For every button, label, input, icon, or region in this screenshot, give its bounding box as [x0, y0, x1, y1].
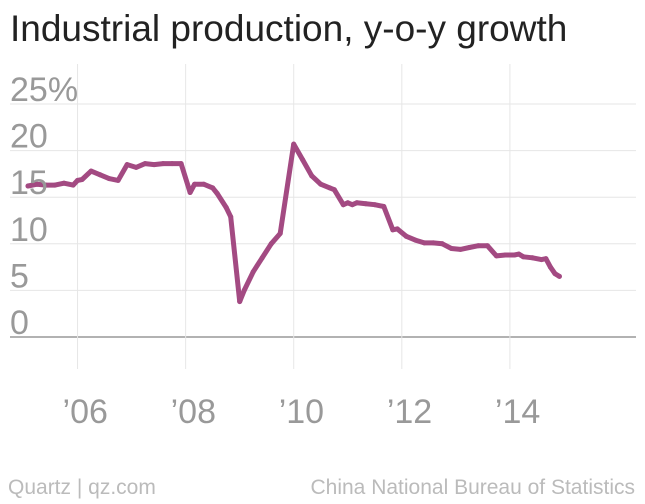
- y-tick-label: 0: [10, 304, 29, 342]
- data-point: [331, 187, 337, 193]
- tick-labels: 0 5 10 15 20 25% ’06 ’08 ’10 ’12 ’14: [10, 71, 540, 431]
- data-point: [403, 233, 409, 239]
- data-point: [25, 183, 31, 189]
- credit-text: Quartz | qz.com: [8, 476, 156, 499]
- x-tick-label: ’10: [279, 393, 324, 431]
- data-point: [475, 243, 481, 249]
- data-point: [493, 253, 499, 259]
- x-tick-label: ’14: [495, 393, 540, 431]
- data-point: [210, 185, 216, 191]
- data-point: [502, 252, 508, 258]
- data-point: [345, 200, 351, 206]
- data-point: [439, 241, 445, 247]
- data-point: [529, 255, 535, 261]
- data-point: [421, 240, 427, 246]
- data-point: [187, 190, 193, 195]
- data-point: [192, 181, 198, 187]
- data-point: [349, 202, 355, 208]
- data-point: [241, 287, 247, 293]
- data-point: [268, 241, 274, 247]
- data-point: [106, 176, 112, 182]
- data-point: [430, 240, 436, 246]
- data-point: [457, 246, 463, 252]
- data-point: [277, 231, 283, 236]
- y-tick-label: 20: [10, 118, 48, 156]
- data-point: [133, 164, 139, 170]
- x-tick-label: ’12: [387, 393, 432, 431]
- data-point: [250, 269, 256, 275]
- data-point: [169, 161, 175, 167]
- source-text: China National Bureau of Statistics: [310, 476, 635, 499]
- data-point: [160, 161, 166, 167]
- data-point: [556, 273, 562, 279]
- data-point: [34, 181, 40, 187]
- data-point: [448, 246, 454, 251]
- data-point: [259, 255, 265, 261]
- data-point: [543, 256, 549, 262]
- data-point: [223, 205, 229, 210]
- data-point: [300, 157, 306, 163]
- data-point: [178, 161, 184, 167]
- series-layer: [25, 141, 562, 305]
- data-point: [466, 245, 472, 250]
- data-point: [363, 201, 369, 207]
- x-tick-label: ’06: [63, 393, 108, 431]
- data-point: [309, 173, 315, 179]
- data-point: [88, 168, 94, 174]
- data-point: [61, 180, 67, 186]
- data-point: [394, 226, 400, 232]
- data-point: [520, 254, 526, 260]
- data-point: [511, 252, 517, 258]
- data-point: [115, 177, 121, 183]
- data-point: [201, 181, 207, 187]
- data-point: [390, 227, 396, 233]
- page-title: Industrial production, y-o-y growth: [10, 8, 568, 49]
- data-point: [151, 162, 157, 168]
- data-point: [70, 182, 76, 188]
- data-point: [318, 181, 324, 187]
- data-point: [291, 141, 297, 147]
- y-tick-label: 15: [10, 164, 48, 202]
- data-point: [142, 161, 148, 167]
- data-point: [79, 177, 85, 182]
- data-point: [43, 182, 49, 188]
- data-point: [228, 214, 234, 220]
- data-point: [412, 237, 418, 243]
- data-point: [354, 200, 360, 206]
- y-tick-label: 10: [10, 211, 48, 249]
- data-point: [381, 204, 387, 209]
- data-point: [214, 191, 220, 196]
- data-point: [552, 271, 558, 277]
- data-point: [484, 243, 490, 249]
- data-point: [340, 202, 346, 208]
- data-point: [124, 162, 130, 168]
- grid: [10, 64, 636, 369]
- y-tick-label: 5: [10, 257, 29, 295]
- y-tick-label: 25%: [10, 71, 78, 109]
- data-point: [547, 264, 553, 270]
- x-tick-label: ’08: [171, 393, 216, 431]
- data-point: [327, 185, 333, 191]
- data-point: [237, 299, 243, 305]
- data-point: [516, 251, 522, 257]
- data-point: [52, 182, 58, 188]
- data-point: [538, 257, 544, 263]
- data-point: [372, 202, 378, 208]
- data-point: [97, 172, 103, 178]
- data-point: [75, 177, 81, 183]
